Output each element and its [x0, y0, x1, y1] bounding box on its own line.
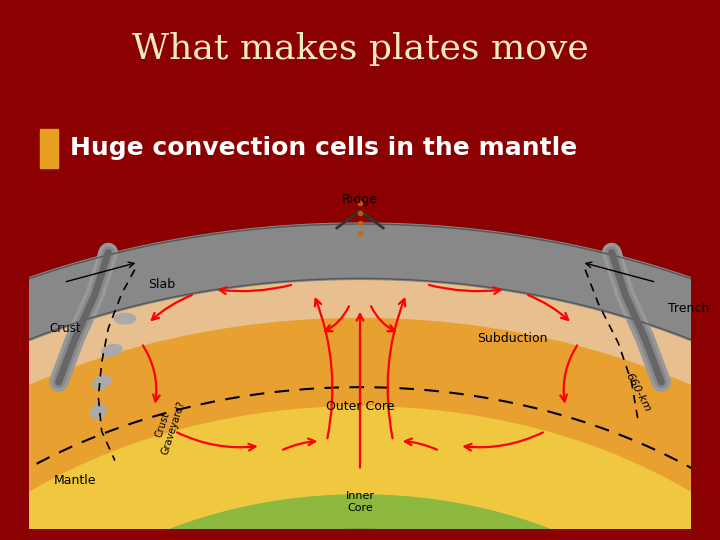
Ellipse shape: [0, 319, 720, 540]
Text: Crust
Graveyard?: Crust Graveyard?: [149, 396, 187, 456]
Text: Crust: Crust: [50, 322, 81, 335]
Ellipse shape: [0, 495, 720, 540]
Text: Subduction: Subduction: [477, 332, 548, 345]
Text: 660-km: 660-km: [624, 371, 652, 413]
Ellipse shape: [102, 345, 122, 356]
Text: Mantle: Mantle: [54, 474, 96, 487]
Ellipse shape: [93, 375, 110, 389]
Text: Inner
Core: Inner Core: [346, 491, 374, 514]
Ellipse shape: [0, 407, 720, 540]
Text: Huge convection cells in the mantle: Huge convection cells in the mantle: [70, 137, 577, 160]
Text: Outer Core: Outer Core: [325, 400, 395, 413]
Ellipse shape: [91, 404, 106, 420]
Text: Trench: Trench: [668, 302, 709, 315]
Ellipse shape: [114, 313, 135, 324]
Bar: [40, 130, 58, 167]
Text: Slab: Slab: [148, 278, 175, 291]
Polygon shape: [0, 223, 720, 540]
Text: What makes plates move: What makes plates move: [132, 32, 588, 65]
Text: Ridge: Ridge: [342, 193, 378, 206]
Ellipse shape: [0, 250, 720, 540]
Ellipse shape: [0, 529, 720, 540]
